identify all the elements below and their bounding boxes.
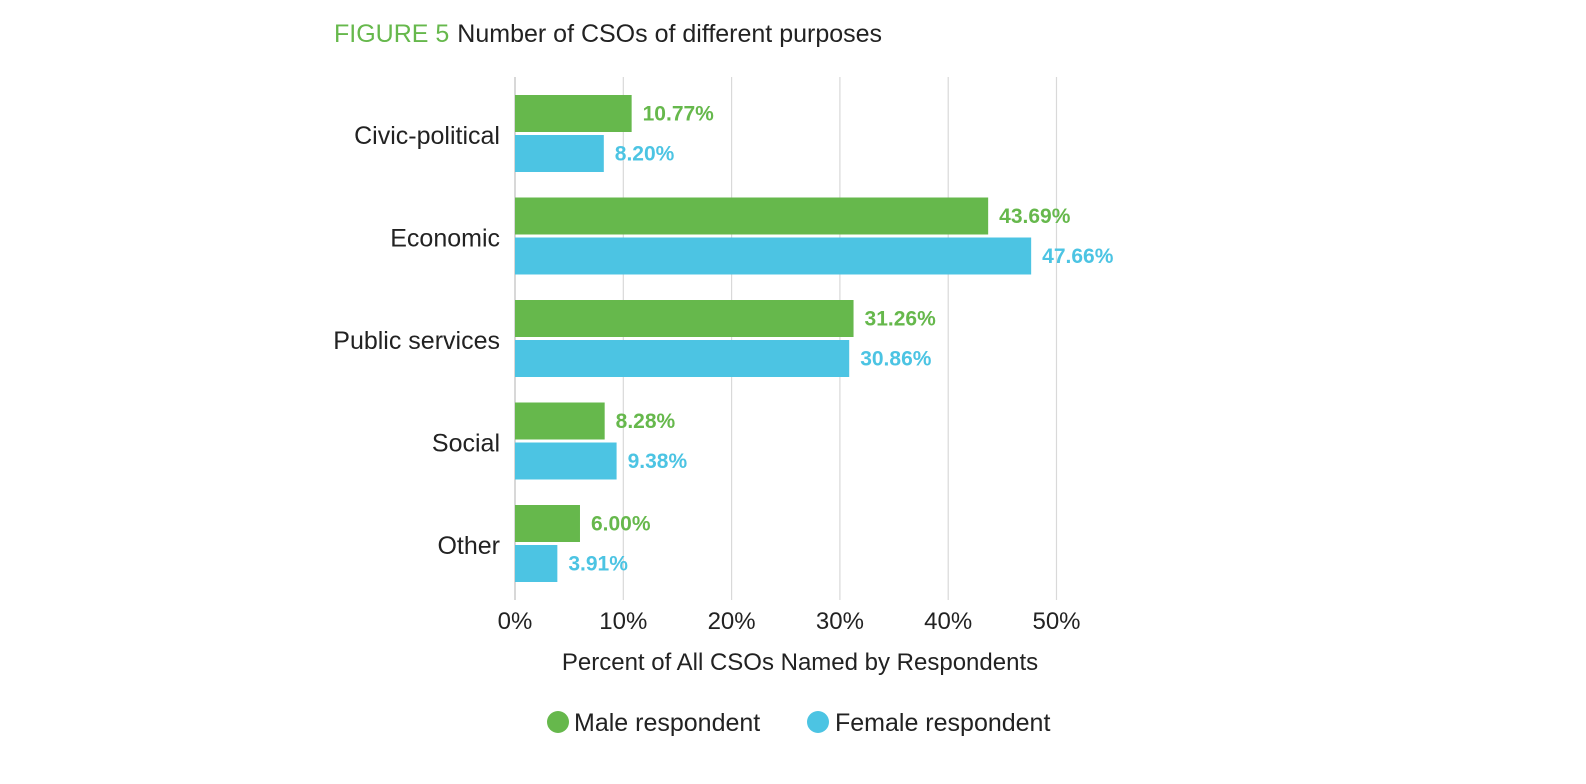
female-bar — [515, 135, 604, 172]
x-tick-label: 10% — [599, 608, 647, 635]
x-tick-label: 30% — [816, 608, 864, 635]
figure-label: FIGURE 5 — [334, 20, 450, 48]
chart-title-text: Number of CSOs of different purposes — [457, 20, 883, 48]
x-tick-labels: 0% 10% 20% 30% 40% 50% — [498, 608, 1081, 635]
data-label: 9.38% — [628, 450, 688, 473]
data-label: 8.20% — [615, 143, 675, 166]
male-bar — [515, 95, 632, 132]
legend-male-marker — [547, 711, 569, 733]
data-label: 3.91% — [568, 553, 628, 576]
chart-title: FIGURE 5 Number of CSOs of different purp… — [334, 20, 882, 49]
data-label: 8.28% — [616, 410, 676, 433]
male-bar — [515, 505, 580, 542]
legend-female-label: Female respondent — [835, 709, 1050, 737]
bars — [515, 95, 1032, 582]
female-bar — [515, 340, 850, 377]
x-tick-label: 20% — [708, 608, 756, 635]
category-label: Other — [437, 532, 500, 560]
female-bar — [515, 545, 558, 582]
data-label: 30.86% — [860, 348, 932, 371]
category-label: Public services — [333, 327, 500, 355]
category-label: Civic-political — [354, 122, 500, 150]
data-label: 31.26% — [865, 308, 937, 331]
male-bar — [515, 197, 989, 235]
category-label: Economic — [390, 225, 500, 253]
legend: Male respondent Female respondent — [547, 709, 1050, 737]
data-label: 47.66% — [1042, 245, 1114, 268]
legend-female-marker — [807, 711, 829, 733]
x-tick-label: 40% — [924, 608, 972, 635]
x-axis-title: Percent of All CSOs Named by Respondents — [562, 649, 1038, 676]
male-bar — [515, 402, 605, 440]
x-tick-label: 0% — [498, 608, 533, 635]
value-labels: 10.77% 8.20% 43.69% 47.66% 31.26% 30.86% 8.28%… — [568, 103, 1113, 576]
female-bar — [515, 237, 1032, 275]
female-bar — [515, 442, 617, 480]
data-label: 6.00% — [591, 513, 651, 536]
x-tick-label: 50% — [1032, 608, 1080, 635]
male-bar — [515, 300, 854, 337]
data-label: 43.69% — [999, 205, 1071, 228]
category-label: Social — [432, 430, 500, 458]
data-label: 10.77% — [643, 103, 715, 126]
legend-male-label: Male respondent — [574, 709, 760, 737]
category-labels: Civic-political Economic Public services So… — [333, 122, 500, 560]
